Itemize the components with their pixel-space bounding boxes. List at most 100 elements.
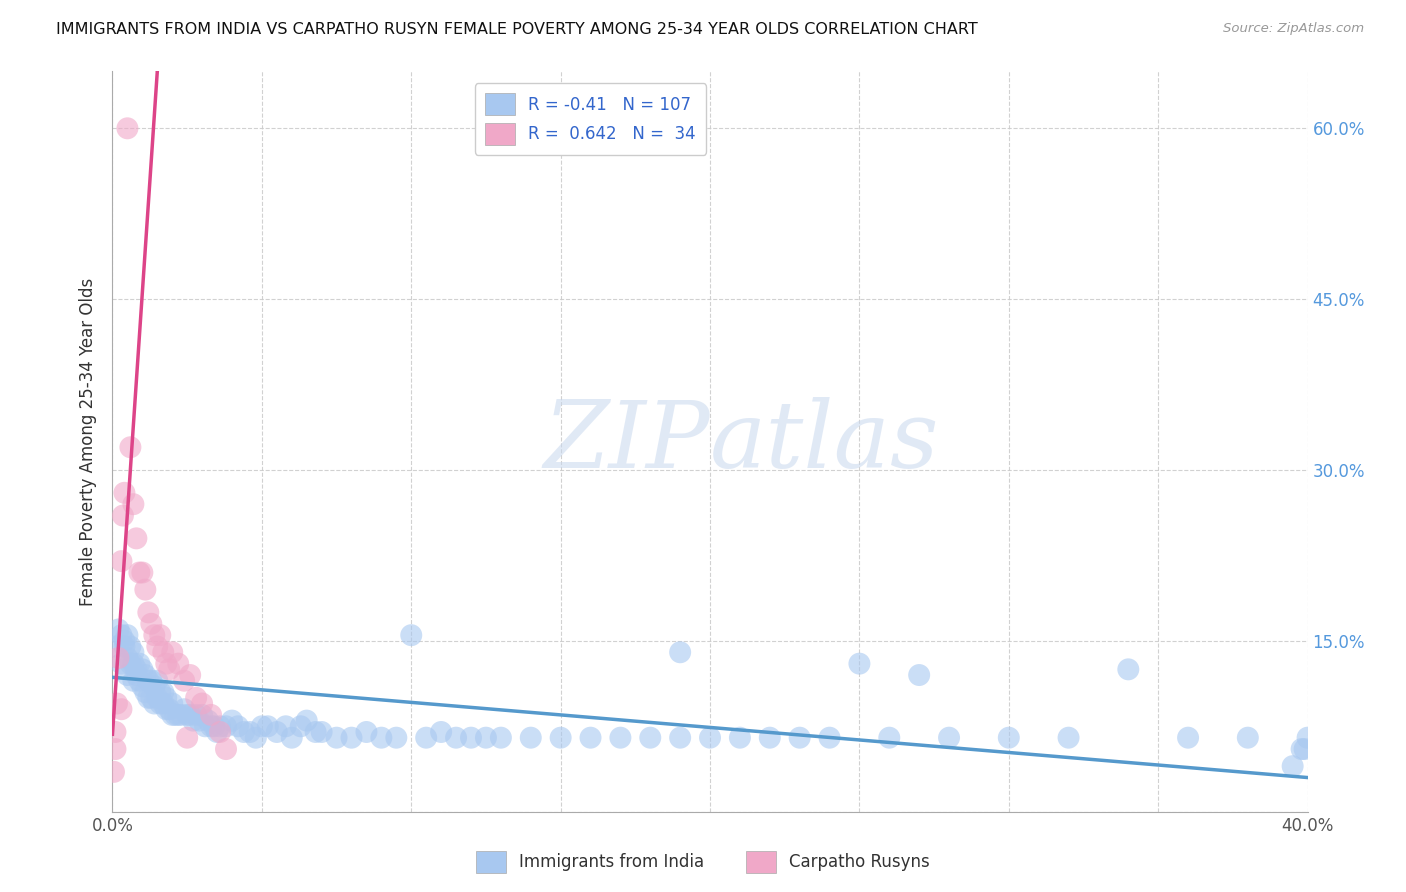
Point <box>460 731 482 745</box>
Point <box>155 657 177 671</box>
Point <box>125 662 148 676</box>
Point <box>155 690 177 705</box>
Point <box>215 742 238 756</box>
Point <box>295 714 318 728</box>
Point <box>789 731 811 745</box>
Point <box>233 725 256 739</box>
Point <box>305 725 328 739</box>
Text: Source: ZipAtlas.com: Source: ZipAtlas.com <box>1223 22 1364 36</box>
Point <box>120 640 142 654</box>
Point <box>759 731 782 745</box>
Point <box>117 628 139 642</box>
Point <box>728 731 751 745</box>
Point <box>489 731 512 745</box>
Point <box>340 731 363 745</box>
Point <box>998 731 1021 745</box>
Point <box>848 657 870 671</box>
Point <box>143 628 166 642</box>
Point <box>311 725 333 739</box>
Point <box>669 645 692 659</box>
Point <box>146 673 169 688</box>
Point <box>162 697 183 711</box>
Point <box>117 668 139 682</box>
Point <box>202 719 225 733</box>
Point <box>107 623 129 637</box>
Point <box>200 719 222 733</box>
Point <box>149 628 172 642</box>
Point <box>149 685 172 699</box>
Point <box>110 702 132 716</box>
Point <box>128 673 150 688</box>
Point <box>1177 731 1199 745</box>
Point <box>122 657 145 671</box>
Point <box>120 440 142 454</box>
Point <box>157 662 180 676</box>
Legend: Immigrants from India, Carpatho Rusyns: Immigrants from India, Carpatho Rusyns <box>470 845 936 880</box>
Point <box>131 566 153 580</box>
Point <box>609 731 631 745</box>
Point <box>520 731 543 745</box>
Point <box>162 707 183 722</box>
Point <box>117 121 139 136</box>
Point <box>117 651 139 665</box>
Point <box>221 714 243 728</box>
Point <box>138 690 160 705</box>
Point <box>879 731 901 745</box>
Point <box>699 731 721 745</box>
Point <box>157 702 180 716</box>
Point <box>122 645 145 659</box>
Text: ZIP: ZIP <box>543 397 710 486</box>
Point <box>152 697 174 711</box>
Point <box>186 690 208 705</box>
Point <box>103 764 125 779</box>
Point <box>110 657 132 671</box>
Point <box>209 719 232 733</box>
Point <box>134 582 156 597</box>
Point <box>181 714 204 728</box>
Point <box>938 731 960 745</box>
Point <box>125 532 148 546</box>
Point <box>430 725 453 739</box>
Point <box>110 628 132 642</box>
Point <box>104 742 127 756</box>
Point <box>141 673 163 688</box>
Point <box>114 485 135 500</box>
Point <box>146 690 169 705</box>
Point <box>111 508 134 523</box>
Point <box>104 725 127 739</box>
Point <box>640 731 662 745</box>
Point <box>186 707 208 722</box>
Point <box>444 731 467 745</box>
Point <box>162 645 183 659</box>
Point <box>125 668 148 682</box>
Point <box>149 697 172 711</box>
Point <box>550 731 572 745</box>
Point <box>179 707 201 722</box>
Point <box>356 725 378 739</box>
Point <box>281 731 304 745</box>
Point <box>191 707 214 722</box>
Point <box>173 673 195 688</box>
Point <box>104 640 127 654</box>
Point <box>370 731 392 745</box>
Point <box>205 725 228 739</box>
Point <box>209 725 232 739</box>
Point <box>191 697 214 711</box>
Point <box>385 731 408 745</box>
Point <box>1281 759 1303 773</box>
Point <box>266 725 288 739</box>
Point <box>114 640 135 654</box>
Point <box>1296 731 1319 745</box>
Point <box>141 616 163 631</box>
Point <box>122 673 145 688</box>
Point <box>152 685 174 699</box>
Point <box>274 719 297 733</box>
Point <box>475 731 498 745</box>
Point <box>579 731 602 745</box>
Text: atlas: atlas <box>710 397 939 486</box>
Point <box>134 668 156 682</box>
Point <box>152 645 174 659</box>
Point <box>290 719 312 733</box>
Point <box>325 731 347 745</box>
Point <box>105 697 128 711</box>
